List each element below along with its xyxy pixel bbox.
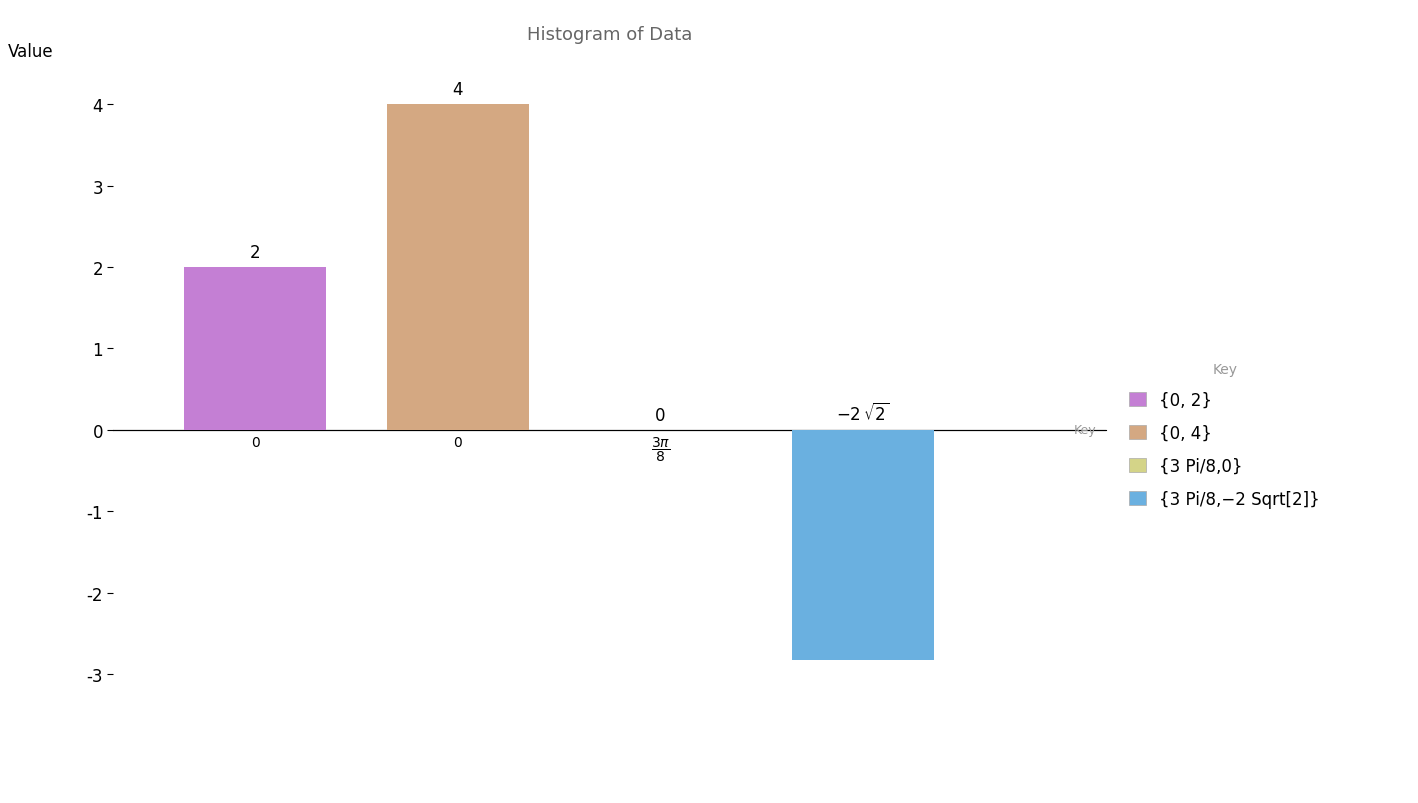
Bar bbox=[387, 105, 529, 430]
Text: Key: Key bbox=[1073, 424, 1096, 437]
Text: 2: 2 bbox=[250, 244, 261, 262]
Text: 0: 0 bbox=[655, 406, 665, 425]
Y-axis label: Value: Value bbox=[9, 43, 54, 61]
Bar bbox=[793, 430, 934, 660]
Text: 4: 4 bbox=[452, 81, 464, 100]
Title: Histogram of Data: Histogram of Data bbox=[527, 26, 692, 43]
Text: $-2\,\sqrt{2}$: $-2\,\sqrt{2}$ bbox=[837, 402, 889, 425]
Legend: {0, 2}, {0, 4}, {3 Pi/8,0}, {3 Pi/8,−2 Sqrt[2]}: {0, 2}, {0, 4}, {3 Pi/8,0}, {3 Pi/8,−2 S… bbox=[1124, 357, 1324, 513]
Bar bbox=[184, 267, 326, 430]
